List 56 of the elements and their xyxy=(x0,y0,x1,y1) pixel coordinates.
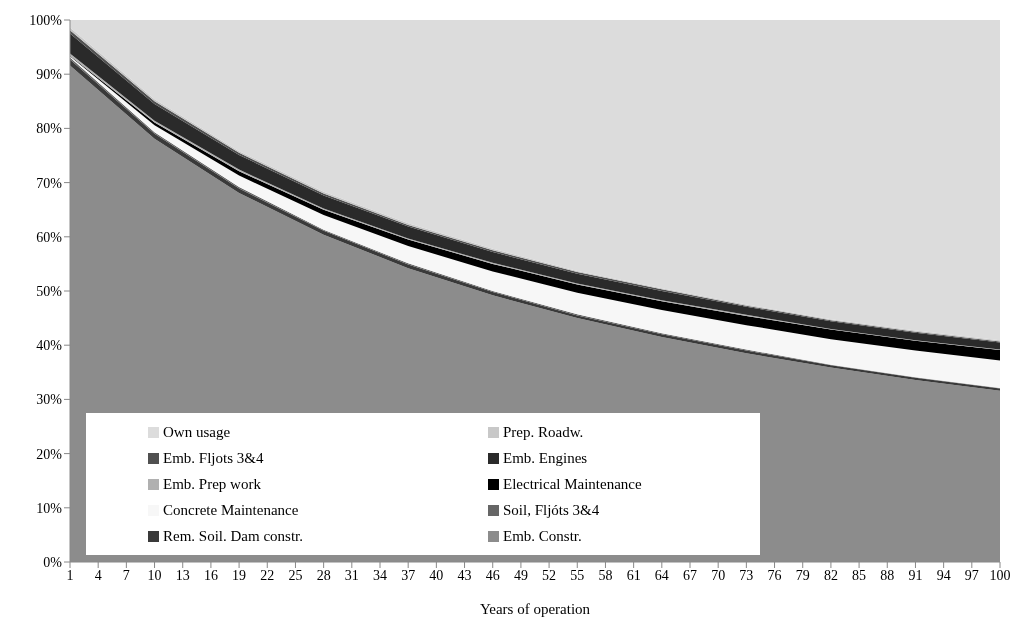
x-tick-label: 94 xyxy=(936,567,951,583)
x-tick-label: 85 xyxy=(852,567,867,583)
x-tick-label: 43 xyxy=(457,567,472,583)
legend-label: Emb. Prep work xyxy=(163,475,261,493)
legend-label: Emb. Constr. xyxy=(503,527,582,545)
x-tick-label: 4 xyxy=(94,567,102,583)
x-tick-label: 49 xyxy=(513,567,528,583)
x-tick-label: 19 xyxy=(232,567,247,583)
y-tick-label: 30% xyxy=(36,392,63,408)
x-tick-label: 88 xyxy=(880,567,895,583)
y-tick-label: 60% xyxy=(36,229,63,245)
x-tick-label: 31 xyxy=(344,567,359,583)
x-tick-label: 16 xyxy=(203,567,218,583)
x-tick-label: 25 xyxy=(288,567,303,583)
x-tick-label: 40 xyxy=(429,567,444,583)
y-tick-label: 90% xyxy=(36,67,63,83)
x-tick-label: 22 xyxy=(260,567,275,583)
x-tick-label: 79 xyxy=(795,567,810,583)
x-tick-label: 97 xyxy=(964,567,979,583)
x-tick-label: 91 xyxy=(908,567,923,583)
x-tick-label: 13 xyxy=(175,567,190,583)
y-tick-label: 100% xyxy=(29,12,63,28)
x-tick-label: 100 xyxy=(989,567,1011,583)
y-tick-label: 10% xyxy=(36,500,63,516)
x-tick-label: 73 xyxy=(739,567,754,583)
x-tick-label: 7 xyxy=(122,567,130,583)
y-tick-label: 70% xyxy=(36,175,63,191)
x-tick-label: 70 xyxy=(711,567,726,583)
x-tick-label: 61 xyxy=(626,567,641,583)
y-tick-label: 0% xyxy=(43,554,63,570)
x-tick-label: 52 xyxy=(542,567,557,583)
legend-label: Emb. Engines xyxy=(503,449,588,467)
y-tick-label: 50% xyxy=(36,283,63,299)
legend-label: Prep. Roadw. xyxy=(503,423,584,441)
x-tick-label: 28 xyxy=(316,567,331,583)
x-tick-label: 76 xyxy=(767,567,782,583)
legend-label: Soil, Fljóts 3&4 xyxy=(503,501,600,519)
legend-label: Emb. Fljots 3&4 xyxy=(163,449,264,467)
y-tick-label: 20% xyxy=(36,446,63,462)
x-tick-label: 34 xyxy=(373,567,387,583)
x-tick-label: 46 xyxy=(485,567,500,583)
x-tick-label: 82 xyxy=(823,567,838,583)
x-tick-label: 10 xyxy=(147,567,162,583)
x-tick-label: 1 xyxy=(66,567,74,583)
x-tick-label: 55 xyxy=(570,567,585,583)
x-tick-label: 37 xyxy=(401,567,416,583)
legend-label: Rem. Soil. Dam constr. xyxy=(163,527,303,545)
legend-label: Concrete Maintenance xyxy=(163,501,299,519)
x-tick-label: 64 xyxy=(654,567,669,583)
x-axis-title: Years of operation xyxy=(479,601,591,617)
legend-label: Electrical Maintenance xyxy=(503,475,642,493)
x-tick-label: 58 xyxy=(598,567,613,583)
x-tick-label: 67 xyxy=(683,567,697,583)
y-tick-label: 40% xyxy=(36,338,63,354)
y-tick-label: 80% xyxy=(36,121,63,137)
legend-label: Own usage xyxy=(163,423,231,441)
